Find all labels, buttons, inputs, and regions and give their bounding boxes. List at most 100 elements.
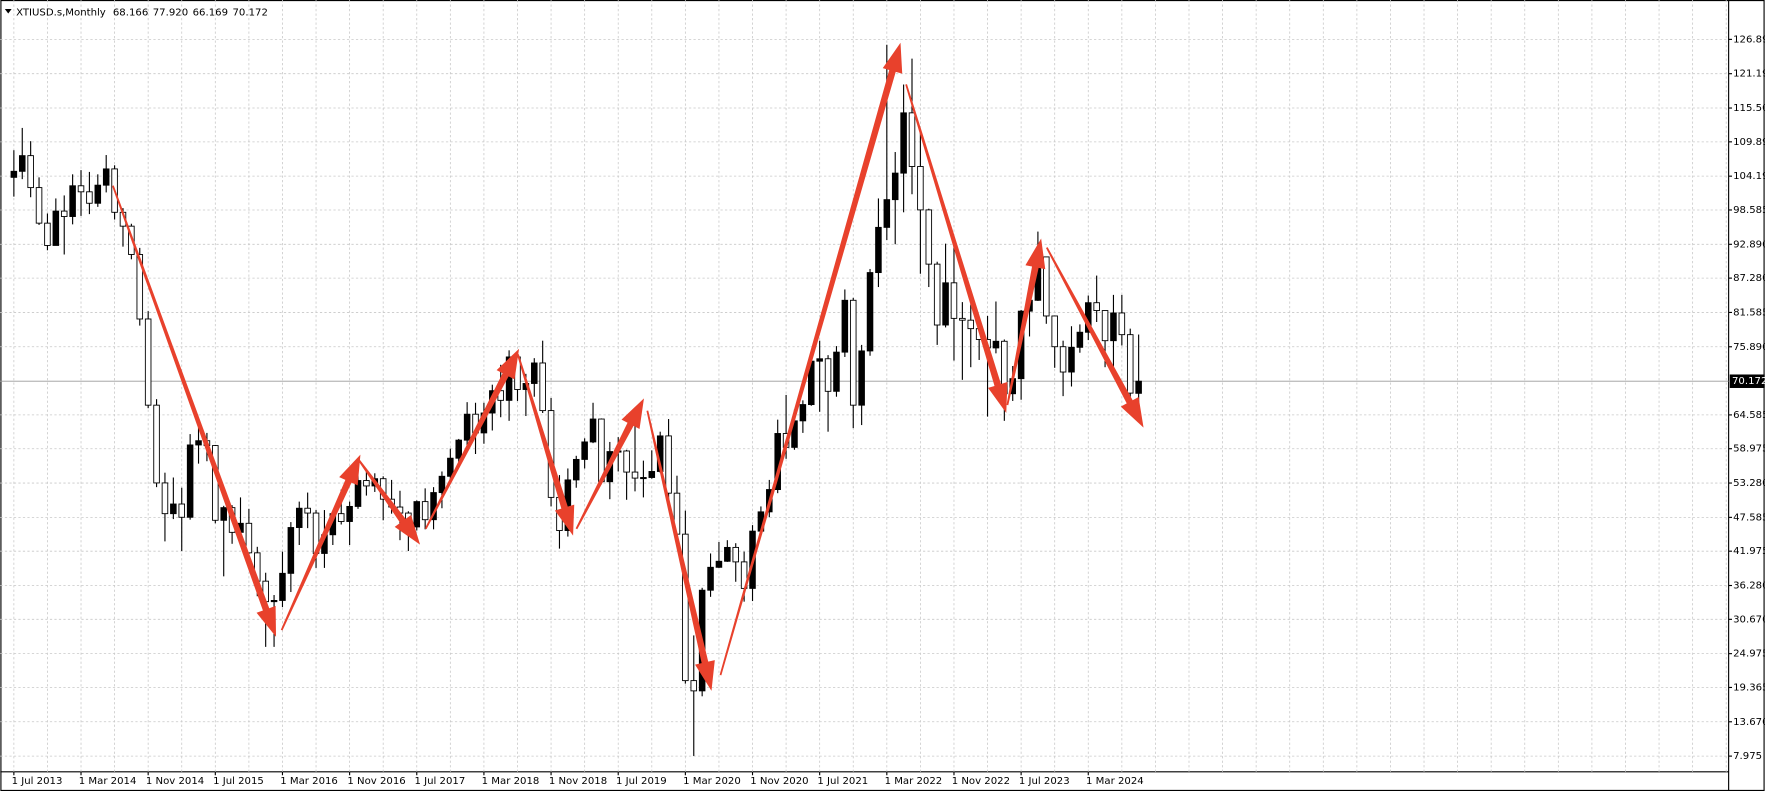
candle-body <box>933 263 941 326</box>
candle-body <box>572 458 580 481</box>
candle-body <box>346 505 353 522</box>
candle-body <box>908 112 916 167</box>
x-tick-label: 1 Jul 2015 <box>213 776 264 787</box>
candle-body <box>1068 346 1075 373</box>
trend-arrow <box>646 410 715 691</box>
candle-body <box>665 435 672 494</box>
y-tick-label: 109.890 <box>1733 137 1765 148</box>
candle-body <box>60 210 68 217</box>
trend-arrow <box>112 185 277 637</box>
x-tick-label: 1 Jul 2023 <box>1019 776 1070 787</box>
candle-body <box>1126 334 1134 394</box>
candle-body <box>631 471 639 479</box>
y-tick-label: 7.975 <box>1733 751 1762 762</box>
x-tick-label: 1 Nov 2014 <box>146 776 204 787</box>
candle-body <box>925 209 933 265</box>
candle-body <box>35 187 43 224</box>
x-tick-label: 1 Jul 2017 <box>415 776 466 787</box>
candle-body <box>195 440 202 446</box>
candle-body <box>849 299 857 406</box>
candle-body <box>1135 380 1142 394</box>
candle-body <box>220 507 227 521</box>
candle-body <box>732 546 739 563</box>
trend-arrow <box>357 458 421 545</box>
candle-body <box>883 199 891 228</box>
candle-body <box>77 185 85 193</box>
candle-body <box>715 560 723 568</box>
candle-body <box>866 272 874 352</box>
candle-body <box>44 222 51 246</box>
candle-body <box>589 418 597 443</box>
y-tick-label: 36.280 <box>1733 581 1765 592</box>
trend-arrow <box>424 348 520 530</box>
candle-body <box>833 351 840 392</box>
candle-body <box>959 317 966 321</box>
candle-body <box>421 501 429 521</box>
candle-body <box>438 475 446 494</box>
candle-body <box>1043 256 1050 317</box>
y-tick-label: 115.500 <box>1733 103 1765 114</box>
x-tick-label: 1 Nov 2022 <box>952 776 1010 787</box>
candle-body <box>287 527 295 574</box>
candle-body <box>841 299 849 353</box>
candle-body <box>153 404 160 484</box>
candle-body <box>900 112 907 174</box>
x-tick-label: 1 Nov 2018 <box>549 776 607 787</box>
candle-body <box>295 507 303 528</box>
x-tick-label: 1 Nov 2016 <box>347 776 405 787</box>
candle-body <box>891 172 899 201</box>
y-tick-label: 98.585 <box>1733 205 1765 216</box>
candle-body <box>1110 312 1117 342</box>
y-tick-label: 92.890 <box>1733 239 1765 250</box>
candle-body <box>279 572 286 601</box>
candle-body <box>942 282 949 326</box>
x-tick-label: 1 Mar 2018 <box>482 776 540 787</box>
candle-body <box>1059 346 1067 373</box>
candle-body <box>10 170 18 178</box>
y-tick-label: 81.585 <box>1733 307 1765 318</box>
candle-body <box>94 184 102 204</box>
x-tick-label: 1 Mar 2020 <box>683 776 741 787</box>
candle-body <box>640 477 647 480</box>
y-tick-label: 104.195 <box>1733 171 1765 182</box>
menu-triangle[interactable] <box>4 9 12 14</box>
candle-body <box>816 358 823 362</box>
y-tick-label: 41.975 <box>1733 546 1765 557</box>
candle-body <box>52 210 60 246</box>
annotations <box>112 42 1144 691</box>
x-tick-label: 1 Jul 2013 <box>12 776 63 787</box>
candle-body <box>690 680 698 692</box>
candle-body <box>170 503 177 515</box>
candle-body <box>917 166 924 211</box>
candle-body <box>623 450 630 473</box>
candle-body <box>69 185 76 217</box>
candle-body <box>144 318 152 406</box>
ohlc-value: 66.169 <box>193 7 228 18</box>
candle-body <box>1118 312 1126 336</box>
ohlc-header: 68.166 77.920 66.169 70.172 <box>113 7 268 18</box>
y-tick-label: 64.585 <box>1733 410 1765 421</box>
candle-body <box>992 340 1000 349</box>
ohlc-value: 68.166 <box>113 7 148 18</box>
trend-arrow <box>719 42 903 676</box>
y-tick-label: 13.670 <box>1733 717 1765 728</box>
ohlc-value: 70.172 <box>233 7 268 18</box>
x-tick-label: 1 Mar 2024 <box>1086 776 1144 787</box>
candle-body <box>178 503 186 518</box>
y-tick-label: 126.890 <box>1733 34 1765 45</box>
candle-body <box>858 350 865 406</box>
y-tick-label: 30.670 <box>1733 614 1765 625</box>
trend-arrow <box>575 398 644 530</box>
candle-body <box>463 413 471 441</box>
candle-body <box>1051 315 1058 348</box>
candle-body <box>270 600 278 603</box>
y-tick-label: 47.585 <box>1733 512 1765 523</box>
candle-body <box>1076 331 1084 348</box>
trend-arrow <box>280 454 361 631</box>
symbol-title: XTIUSD.s,Monthly <box>16 7 106 18</box>
candle-body <box>447 457 454 477</box>
x-tick-label: 1 Mar 2022 <box>885 776 943 787</box>
candle-body <box>967 319 975 330</box>
candle-body <box>682 533 689 682</box>
ohlc-value: 77.920 <box>153 7 188 18</box>
